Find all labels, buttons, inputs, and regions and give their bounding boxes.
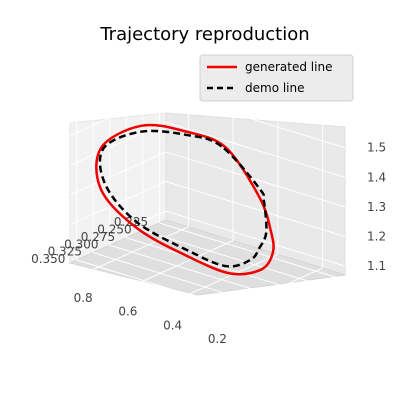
series-layer xyxy=(95,123,275,276)
z-tick-label: 1.4 xyxy=(367,170,386,184)
z-tick-label: 1.3 xyxy=(367,200,386,214)
legend-box xyxy=(199,54,354,102)
y-gridline xyxy=(226,267,323,312)
y-gridline xyxy=(92,226,189,271)
z-tick-label: 1.2 xyxy=(367,230,386,244)
axis-ticks: 0.2250.2500.2750.3000.3250.3500.20.40.60… xyxy=(31,141,386,346)
y-gridline xyxy=(136,240,234,285)
z-gridline-left xyxy=(69,210,167,255)
x-gridline xyxy=(126,237,306,294)
z-gridline-left xyxy=(69,181,167,225)
x-tick-label: 0.250 xyxy=(97,223,131,237)
legend-label-demo: demo line xyxy=(245,81,305,95)
x-tick-label: 0.350 xyxy=(31,252,65,266)
z-gridline-left xyxy=(69,151,167,196)
y-tick-label: 0.2 xyxy=(208,332,227,346)
x-gridline xyxy=(93,252,273,309)
y-tick-label: 0.8 xyxy=(74,291,93,305)
generated-line xyxy=(95,123,275,276)
demo-line xyxy=(98,129,268,268)
x-tick-label: 0.325 xyxy=(48,245,82,259)
z-gridline-right xyxy=(165,181,346,237)
z-tick-label: 1.1 xyxy=(367,259,386,273)
legend: generated line demo line xyxy=(199,54,354,102)
x-tick-label: 0.275 xyxy=(81,230,115,244)
x-gridline xyxy=(109,244,289,301)
chart-title: Trajectory reproduction xyxy=(99,24,309,45)
axes-panes xyxy=(68,112,346,296)
x-gridline xyxy=(142,229,322,286)
y-tick-label: 0.4 xyxy=(163,318,182,332)
z-gridline-right xyxy=(165,121,346,178)
z-gridline-right xyxy=(165,151,346,208)
x-gridline xyxy=(76,259,256,316)
z-gridline-left xyxy=(69,121,167,166)
z-gridline-right xyxy=(165,210,346,267)
legend-label-generated: generated line xyxy=(245,60,332,74)
x-gridline xyxy=(159,222,339,279)
y-gridline xyxy=(181,253,279,298)
z-gridline-left xyxy=(69,92,167,137)
z-gridline-right xyxy=(165,92,346,149)
y-tick-label: 0.6 xyxy=(118,305,137,319)
z-tick-label: 1.5 xyxy=(367,141,386,155)
x-tick-label: 0.300 xyxy=(64,237,98,251)
